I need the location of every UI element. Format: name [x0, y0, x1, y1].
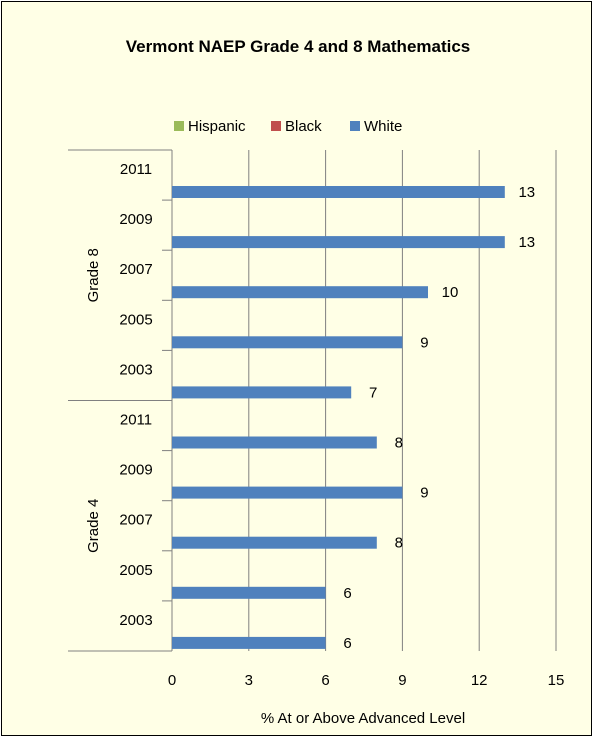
bar	[172, 286, 428, 299]
x-tick-label: 3	[245, 672, 253, 689]
legend-swatch	[350, 121, 360, 131]
bar	[172, 486, 403, 499]
data-label: 6	[343, 585, 351, 602]
group-label: Grade 4	[85, 499, 102, 553]
y-tick-label: 2003	[119, 361, 152, 378]
bar	[172, 586, 326, 599]
x-tick-label: 0	[168, 672, 176, 689]
y-tick-label: 2005	[119, 562, 152, 579]
bar	[172, 336, 403, 349]
data-label: 9	[420, 334, 428, 351]
legend-swatch	[271, 121, 281, 131]
y-tick-label: 2011	[120, 161, 152, 178]
legend-entry: Hispanic	[188, 118, 246, 135]
y-tick-label: 2011	[120, 412, 152, 429]
legend-entry: Black	[285, 118, 322, 135]
y-tick-label: 2009	[119, 462, 152, 479]
data-label: 13	[518, 234, 535, 251]
x-tick-label: 6	[321, 672, 329, 689]
axes	[68, 149, 173, 652]
x-tick-label: 15	[548, 672, 565, 689]
group-label: Grade 8	[85, 248, 102, 302]
bar	[172, 386, 352, 399]
data-label: 9	[420, 485, 428, 502]
data-label: 8	[395, 535, 403, 552]
y-tick-label: 2007	[119, 261, 152, 278]
data-labels: 13 13 10 9 7 8 9 8 6 6	[343, 184, 535, 652]
x-tick-labels: 0 3 6 9 12 15	[168, 672, 565, 689]
y-tick-label: 2003	[119, 612, 152, 629]
x-axis-title: % At or Above Advanced Level	[261, 710, 465, 727]
bar	[172, 236, 505, 249]
legend-swatch	[174, 121, 184, 131]
bars	[172, 186, 505, 649]
legend-entry: White	[364, 118, 402, 135]
y-tick-label: 2009	[119, 211, 152, 228]
chart-title: Vermont NAEP Grade 4 and 8 Mathematics	[126, 37, 471, 56]
y-tick-label: 2007	[119, 512, 152, 529]
bar	[172, 186, 505, 198]
data-label: 8	[395, 435, 403, 452]
bar	[172, 436, 377, 449]
data-label: 6	[343, 635, 351, 652]
bar	[172, 636, 326, 649]
data-label: 13	[518, 184, 535, 201]
data-label: 10	[442, 284, 459, 301]
x-tick-label: 12	[471, 672, 488, 689]
y-tick-labels: 2011 2009 2007 2005 2003 2011 2009 2007 2005 2003…	[85, 161, 153, 629]
x-tick-label: 9	[398, 672, 406, 689]
bar	[172, 536, 377, 549]
gridlines	[171, 150, 557, 651]
legend: Hispanic Black White	[174, 118, 402, 135]
y-tick-label: 2005	[119, 311, 152, 328]
data-label: 7	[369, 384, 377, 401]
